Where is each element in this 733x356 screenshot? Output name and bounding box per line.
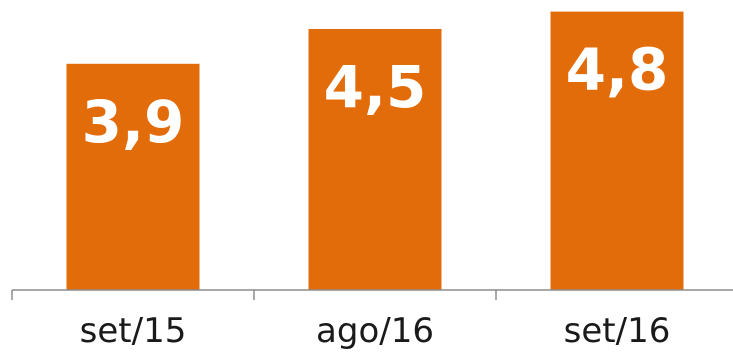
data-label: 3,9 <box>82 88 185 156</box>
x-tick-label: set/16 <box>564 311 671 351</box>
x-axis <box>11 289 733 300</box>
bar-ago-16 <box>308 29 442 290</box>
x-tick-label: ago/16 <box>316 311 434 351</box>
data-label: 4,8 <box>566 36 669 104</box>
bars-group <box>66 11 684 290</box>
bar-set-16 <box>550 11 684 290</box>
labels-group: 3,9 set/15 4,5 ago/16 4,8 set/16 <box>80 36 671 351</box>
data-label: 4,5 <box>324 53 427 121</box>
bar-set-15 <box>66 63 200 290</box>
x-tick-label: set/15 <box>80 311 187 351</box>
